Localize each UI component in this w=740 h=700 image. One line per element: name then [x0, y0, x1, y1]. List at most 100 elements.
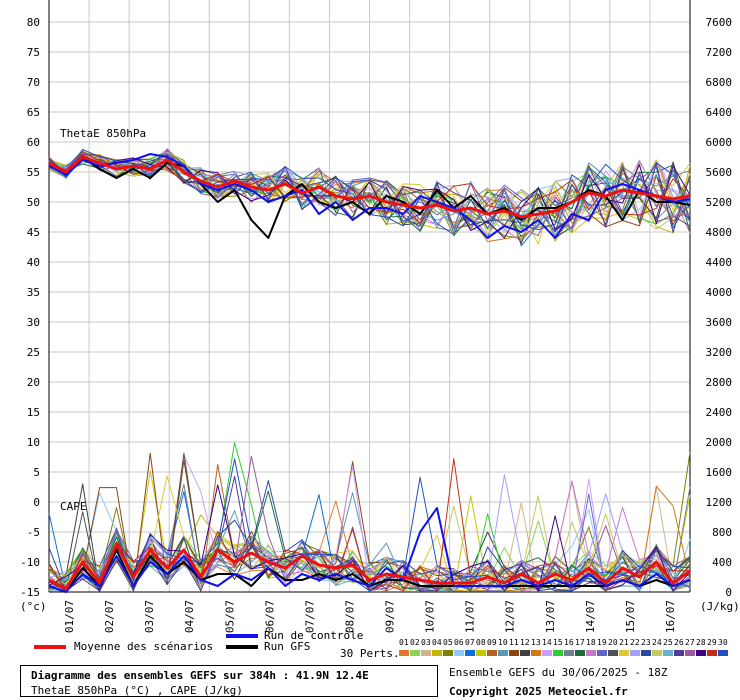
pert-number: 19 [597, 638, 607, 647]
right-tick-label: 5600 [706, 166, 733, 179]
pert-swatch [399, 650, 409, 656]
x-tick-label: 08/07 [343, 600, 356, 633]
left-tick-label: 50 [27, 196, 40, 209]
pert-number: 20 [608, 638, 618, 647]
pert-swatch [432, 650, 442, 656]
pert-number: 04 [432, 638, 442, 647]
pert-swatch [718, 650, 728, 656]
pert-number: 21 [619, 638, 629, 647]
pert-number: 13 [531, 638, 541, 647]
left-tick-label: 70 [27, 76, 40, 89]
chart-title: Diagramme des ensembles GEFS sur 384h : … [31, 669, 369, 682]
right-tick-label: 2800 [706, 376, 733, 389]
cape-mean-line [48, 542, 691, 591]
pert-swatch [586, 650, 596, 656]
right-tick-label: 7200 [706, 46, 733, 59]
pert-swatch [564, 650, 574, 656]
right-tick-label: 1600 [706, 466, 733, 479]
thetae-mean-line [48, 155, 691, 219]
pert-number: 14 [542, 638, 552, 647]
pert-swatch [542, 650, 552, 656]
pert-swatch [509, 650, 519, 656]
x-tick-label: 11/07 [464, 600, 477, 633]
cape-perturbation-line [48, 474, 691, 592]
right-tick-label: 400 [712, 556, 732, 569]
left-tick-label: 55 [27, 166, 40, 179]
pert-number: 24 [652, 638, 662, 647]
x-tick-label: 13/07 [544, 600, 557, 633]
pert-swatch [410, 650, 420, 656]
left-tick-label: -15 [20, 586, 40, 599]
left-tick-label: 45 [27, 226, 40, 239]
thetae-run-line [48, 156, 691, 239]
x-tick-label: 02/07 [103, 600, 116, 633]
thetae-control-line [48, 153, 691, 239]
right-tick-label: 0 [725, 586, 732, 599]
pert-swatch [663, 650, 673, 656]
x-tick-label: 03/07 [143, 600, 156, 633]
pert-number: 02 [410, 638, 420, 647]
left-tick-label: 25 [27, 346, 40, 359]
title-box: Diagramme des ensembles GEFS sur 384h : … [20, 665, 438, 697]
cape-perturbation-line [48, 548, 691, 592]
right-tick-label: 7600 [706, 16, 733, 29]
left-tick-label: -10 [20, 556, 40, 569]
left-tick-label: -5 [27, 526, 40, 539]
pert-swatch [608, 650, 618, 656]
pert-swatch [520, 650, 530, 656]
cape-control-line [48, 507, 691, 593]
right-tick-label: 2000 [706, 436, 733, 449]
cape-section-label: CAPE [60, 500, 87, 513]
pert-number: 03 [421, 638, 431, 647]
pert-number: 28 [696, 638, 706, 647]
left-tick-label: 60 [27, 136, 40, 149]
pert-number: 30 [718, 638, 728, 647]
pert-number: 17 [575, 638, 585, 647]
pert-swatch [553, 650, 563, 656]
right-tick-label: 4000 [706, 286, 733, 299]
left-unit-label: (°c) [20, 600, 47, 613]
pert-swatch [443, 650, 453, 656]
cape-perturbation-line [48, 492, 691, 592]
pert-number: 15 [553, 638, 563, 647]
pert-number: 06 [454, 638, 464, 647]
pert-number: 23 [641, 638, 651, 647]
right-tick-label: 5200 [706, 196, 733, 209]
left-tick-label: 30 [27, 316, 40, 329]
right-tick-label: 800 [712, 526, 732, 539]
left-tick-label: 5 [33, 466, 40, 479]
left-tick-label: 35 [27, 286, 40, 299]
right-tick-label: 6800 [706, 76, 733, 89]
pert-number: 16 [564, 638, 574, 647]
legend-run-label: Run GFS [264, 640, 311, 653]
left-tick-label: 0 [33, 496, 40, 509]
pert-number: 29 [707, 638, 717, 647]
left-tick-label: 65 [27, 106, 40, 119]
pert-swatch [575, 650, 585, 656]
right-tick-label: 4400 [706, 256, 733, 269]
legend-run-swatch [226, 645, 258, 649]
pert-swatch [674, 650, 684, 656]
pert-swatch [641, 650, 651, 656]
pert-swatch [498, 650, 508, 656]
left-tick-label: 15 [27, 406, 40, 419]
x-tick-label: 12/07 [504, 600, 517, 633]
cape-perturbation-line [48, 458, 691, 592]
copyright: Copyright 2025 Meteociel.fr [449, 685, 628, 698]
x-tick-label: 16/07 [664, 600, 677, 633]
legend-mean-label: Moyenne des scénarios [74, 640, 214, 653]
left-tick-label: 80 [27, 16, 40, 29]
pert-number: 26 [674, 638, 684, 647]
run-info: Ensemble GEFS du 30/06/2025 - 18Z [449, 666, 668, 679]
right-tick-label: 6400 [706, 106, 733, 119]
x-tick-label: 06/07 [263, 600, 276, 633]
x-tick-label: 15/07 [624, 600, 637, 633]
thetae-section-label: ThetaE 850hPa [60, 127, 146, 140]
pert-swatch [696, 650, 706, 656]
legend-mean-swatch [34, 645, 66, 649]
right-tick-label: 4800 [706, 226, 733, 239]
pert-swatch [597, 650, 607, 656]
right-tick-label: 3600 [706, 316, 733, 329]
pert-number: 09 [487, 638, 497, 647]
